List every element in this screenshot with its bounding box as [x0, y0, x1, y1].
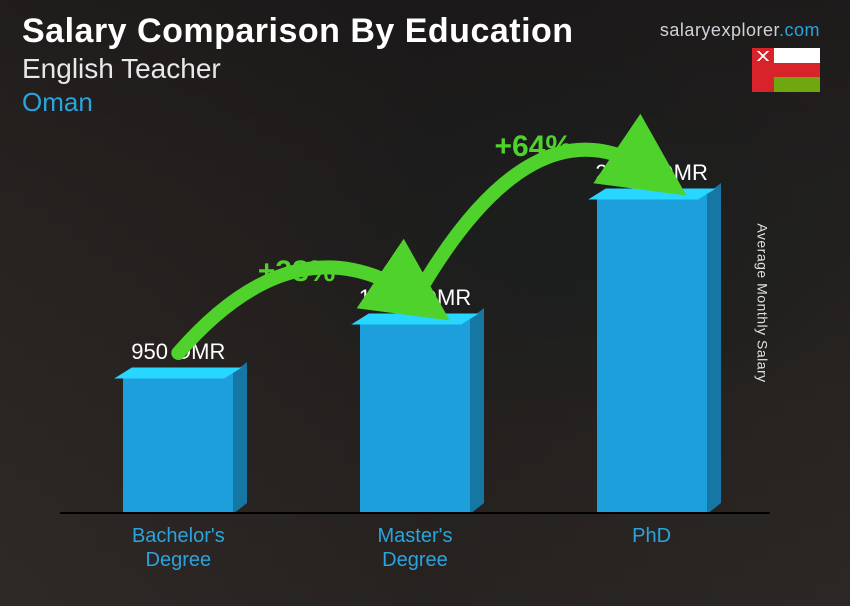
increase-arrows: +38% +64%	[60, 90, 770, 576]
salary-bar-chart: 950 OMR1,310 OMR2,150 OMR Bachelor'sDegr…	[60, 150, 770, 576]
watermark-brand: salaryexplorer	[660, 20, 779, 40]
country-flag-icon	[752, 48, 820, 92]
watermark: salaryexplorer.com	[660, 20, 820, 41]
page-subtitle: English Teacher	[22, 53, 828, 85]
increase-arrow	[415, 150, 652, 299]
watermark-tld: .com	[779, 20, 820, 40]
increase-percent-label: +64%	[495, 130, 573, 163]
increase-percent-label: +38%	[258, 255, 336, 288]
